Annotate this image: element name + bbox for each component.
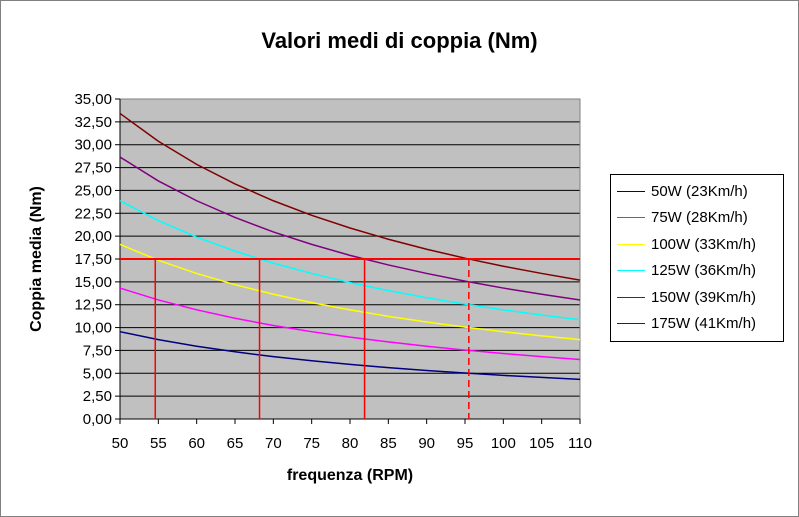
series-line [119,112,581,281]
y-tick-label: 20,00 [74,228,112,245]
y-tick-label: 27,50 [74,160,112,177]
y-tick-label: 5,00 [83,365,112,382]
x-tick-label: 55 [150,435,167,452]
x-tick-label: 50 [112,435,129,452]
y-tick-label: 22,50 [74,205,112,222]
x-tick-label: 60 [188,435,205,452]
x-tick-label: 70 [265,435,282,452]
legend-label: 125W (36Km/h) [651,262,757,280]
y-tick-label: 10,00 [74,320,112,337]
legend-item: 100W (33Km/h) [617,231,783,258]
x-tick-label: 65 [227,435,244,452]
legend-swatch [617,323,645,325]
legend-label: 175W (41Km/h) [651,315,757,333]
y-tick-label: 7,50 [83,342,112,359]
y-tick-label: 17,50 [74,251,112,268]
y-tick-label: 25,00 [74,182,112,199]
legend-swatch [617,296,645,298]
y-tick-label: 32,50 [74,114,112,131]
x-tick-label: 90 [418,435,435,452]
x-tick-label: 95 [457,435,474,452]
y-tick-label: 2,50 [83,388,112,405]
legend-label: 100W (33Km/h) [651,235,757,253]
legend-swatch [617,190,645,192]
legend-label: 150W (39Km/h) [651,288,757,306]
y-tick-label: 15,00 [74,274,112,291]
legend-item: 150W (39Km/h) [617,284,783,311]
legend-swatch [617,217,645,219]
series-line [119,330,581,381]
series-line [119,287,581,361]
series-line [119,243,581,341]
legend-item: 125W (36Km/h) [617,258,783,285]
series-line [119,156,581,301]
y-tick-label: 0,00 [83,411,112,428]
x-tick-label: 100 [491,435,516,452]
series-line [119,200,581,321]
y-tick-label: 35,00 [74,91,112,108]
legend-item: 75W (28Km/h) [617,205,783,232]
x-tick-label: 80 [342,435,359,452]
x-tick-label: 75 [303,435,320,452]
legend-label: 50W (23Km/h) [651,182,748,200]
legend-swatch [617,270,645,272]
legend: 50W (23Km/h) 75W (28Km/h) 100W (33Km/h) 125… [610,174,784,342]
y-tick-label: 30,00 [74,137,112,154]
legend-label: 75W (28Km/h) [651,209,748,227]
x-axis-label: frequenza (RPM) [286,467,414,484]
legend-item: 50W (23Km/h) [617,178,783,205]
x-tick-label: 110 [568,435,592,452]
x-tick-label: 85 [380,435,397,452]
x-tick-label: 105 [529,435,554,452]
chart-title: Valori medi di coppia (Nm) [261,28,538,53]
legend-swatch [617,243,645,245]
legend-item: 175W (41Km/h) [617,311,783,338]
y-tick-label: 12,50 [74,297,112,314]
